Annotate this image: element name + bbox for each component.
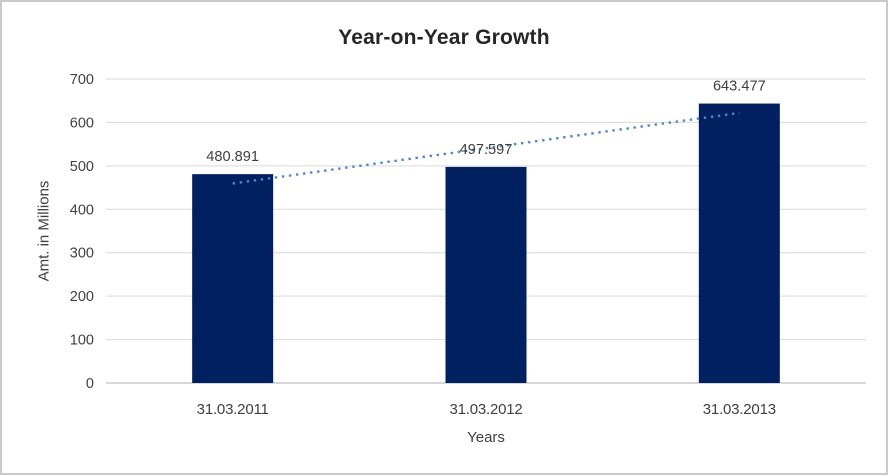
y-axis-title: Amt. in Millions: [35, 180, 53, 282]
y-tick-label: 700: [70, 72, 94, 88]
x-tick-label: 31.03.2011: [197, 401, 269, 418]
y-tick-label: 100: [70, 333, 94, 349]
y-tick-label: 0: [86, 376, 94, 392]
chart-title: Year-on-Year Growth: [338, 26, 550, 49]
bar-value-label: 480.891: [206, 149, 259, 165]
y-tick-label: 200: [70, 289, 94, 305]
trendline: [232, 111, 740, 185]
x-tick-label: 31.03.2012: [449, 401, 522, 418]
y-tick-label: 300: [70, 246, 94, 262]
x-axis-title: Years: [467, 429, 505, 446]
bar-31.03.2011: [192, 174, 274, 383]
bar-31.03.2013: [698, 103, 780, 384]
x-tick-label: 31.03.2013: [703, 401, 776, 418]
y-tick-label: 400: [70, 202, 94, 218]
bar-value-label: 497.597: [460, 142, 513, 158]
bar-value-label: 643.477: [713, 79, 766, 95]
y-tick-label: 500: [70, 159, 94, 175]
y-tick-label: 600: [70, 115, 94, 131]
bar-31.03.2012: [445, 166, 527, 383]
